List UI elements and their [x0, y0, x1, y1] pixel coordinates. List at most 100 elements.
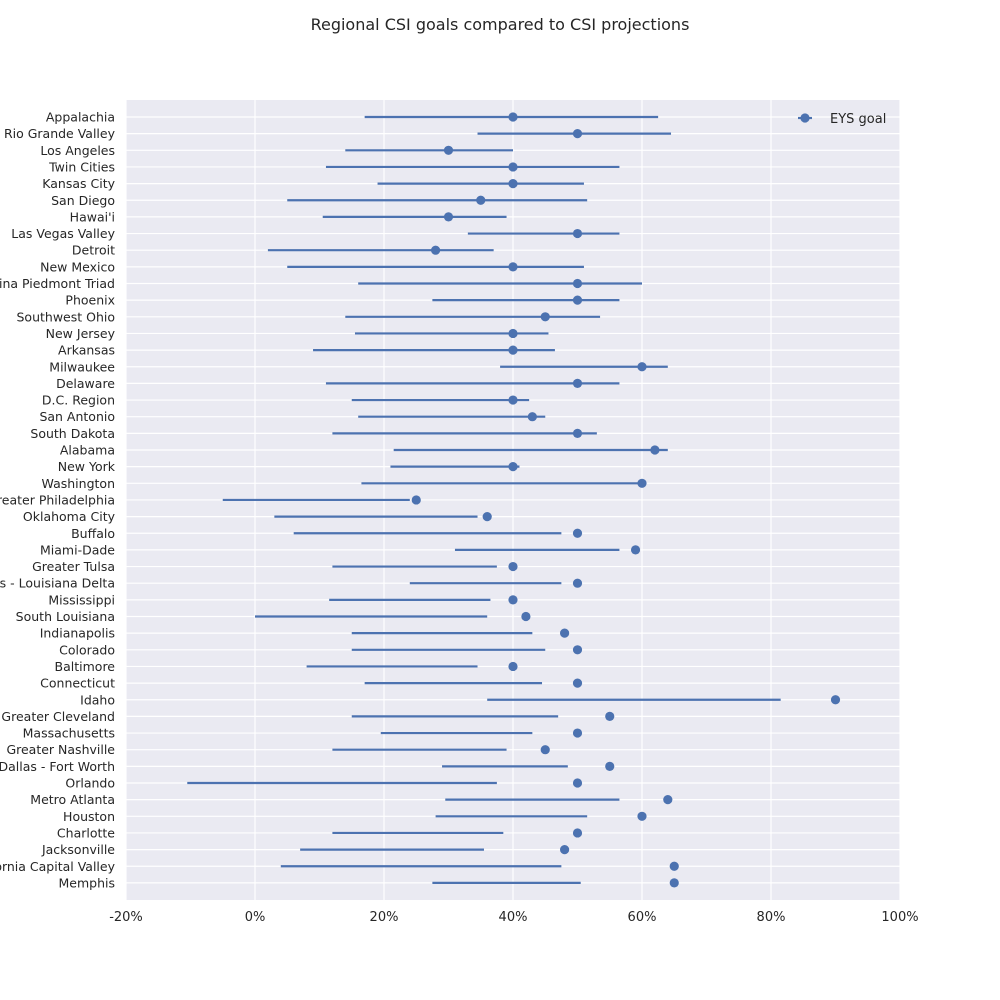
category-label: Metro Atlanta — [30, 792, 115, 807]
category-label: Twin Cities — [48, 159, 115, 174]
category-label: North Carolina Piedmont Triad — [0, 276, 115, 291]
goal-dot — [669, 878, 679, 888]
x-tick-label: -20% — [109, 910, 143, 925]
goal-dots — [411, 112, 841, 888]
goal-dot — [521, 611, 531, 622]
x-tick-label: 80% — [757, 910, 786, 925]
goal-dot — [572, 378, 583, 388]
goal-dot — [650, 445, 660, 455]
goal-dot — [637, 362, 647, 372]
legend-label: EYS goal — [830, 112, 886, 127]
category-label: Southwest Ohio — [16, 309, 115, 324]
legend: EYS goal — [798, 112, 886, 127]
goal-dot — [540, 745, 550, 755]
gridlines — [125, 100, 901, 900]
goal-dot — [508, 462, 518, 472]
goal-dot — [508, 112, 518, 122]
category-label: Greater Cleveland — [1, 709, 115, 724]
goal-dot — [830, 695, 841, 705]
category-label: San Diego — [51, 193, 115, 208]
goal-dot — [527, 412, 537, 422]
category-label: California Capital Valley — [0, 859, 116, 874]
category-label: Rio Grande Valley — [4, 126, 116, 141]
category-label: Colorado — [59, 642, 115, 657]
goal-dot — [560, 628, 570, 638]
chart-title: Regional CSI goals compared to CSI proje… — [310, 15, 690, 34]
category-label: Los Angeles — [40, 143, 115, 158]
goal-dot — [572, 428, 583, 438]
category-label: South Dakota — [30, 426, 115, 441]
goal-dot — [637, 478, 647, 488]
category-label: Kansas City — [42, 176, 115, 191]
category-label: Orlando — [65, 776, 115, 791]
category-label: Dallas - Fort Worth — [0, 759, 115, 774]
goal-dot — [540, 312, 550, 322]
legend-marker-dot — [800, 113, 810, 123]
goal-dot — [411, 495, 421, 505]
category-label: Detroit — [72, 243, 115, 258]
category-label: Houston — [63, 809, 115, 824]
goal-dot — [572, 528, 583, 538]
category-label: New Mexico — [40, 259, 115, 274]
category-label: Milwaukee — [49, 359, 115, 374]
category-label: Mississippi — [48, 592, 115, 607]
goal-dot — [443, 212, 454, 222]
category-label: Idaho — [80, 692, 115, 707]
x-tick-label: 100% — [881, 910, 918, 925]
category-label: Alabama — [60, 443, 115, 458]
category-label: New Jersey — [46, 326, 116, 341]
goal-dot — [572, 295, 583, 305]
goal-dot — [605, 711, 615, 722]
goal-dot — [630, 545, 641, 555]
x-tick-labels: -20% 0% 20% 40% 60% 80% 100% — [109, 910, 918, 925]
goal-dot — [482, 511, 492, 522]
x-tick-label: 40% — [499, 910, 528, 925]
category-label: Las Vegas Valley — [11, 226, 115, 241]
category-label: Arkansas — [58, 343, 115, 358]
category-label: Miami-Dade — [40, 542, 115, 557]
category-label: D.C. Region — [42, 393, 115, 408]
goal-dot — [572, 278, 583, 289]
category-label: San Antonio — [39, 409, 115, 424]
goal-dot — [443, 145, 454, 155]
goal-dot — [508, 595, 518, 605]
category-label: Hawai'i — [70, 209, 115, 224]
goal-dot — [669, 861, 679, 871]
category-label: Appalachia — [46, 110, 115, 125]
category-label: South Louisiana — [16, 609, 115, 624]
goal-dot — [560, 845, 570, 855]
category-label: Memphis — [59, 875, 116, 890]
x-tick-label: 60% — [628, 910, 657, 925]
category-label: Memphis - Louisiana Delta — [0, 576, 115, 591]
goal-dot — [572, 778, 583, 788]
category-label: Baltimore — [55, 659, 116, 674]
goal-dot — [572, 728, 583, 738]
goal-dot — [508, 179, 518, 189]
goal-dot — [508, 395, 518, 405]
category-label: Phoenix — [65, 293, 115, 308]
category-label: New York — [58, 459, 116, 474]
goal-dot — [637, 811, 647, 821]
goal-dot — [572, 828, 583, 838]
category-label: Indianapolis — [40, 626, 115, 641]
goal-dot — [572, 228, 583, 239]
category-label: Greater Tulsa — [32, 559, 115, 574]
category-label: Delaware — [56, 376, 115, 391]
goal-dot — [605, 761, 615, 771]
goal-dot — [572, 645, 583, 655]
goal-dot — [508, 328, 518, 339]
category-label: Washington — [42, 476, 115, 491]
category-label: Greater Philadelphia — [0, 492, 115, 507]
goal-dot — [431, 245, 441, 255]
goal-dot — [508, 162, 518, 172]
goal-dot — [508, 661, 518, 672]
x-tick-label: 20% — [370, 910, 399, 925]
category-label: Jacksonville — [41, 842, 115, 857]
category-label: Connecticut — [40, 676, 115, 691]
category-label: Buffalo — [71, 526, 115, 541]
x-tick-label: 0% — [245, 910, 266, 925]
goal-dot — [572, 578, 583, 588]
goal-dot — [508, 262, 518, 272]
